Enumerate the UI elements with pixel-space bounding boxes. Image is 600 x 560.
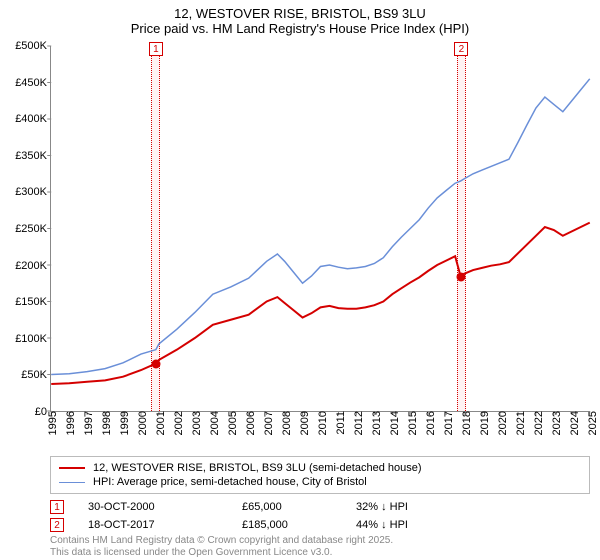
y-tick-label: £50K xyxy=(21,369,51,381)
sale-row-delta: 32% ↓ HPI xyxy=(356,501,408,513)
x-tick-label: 2012 xyxy=(349,411,365,435)
x-tick-label: 2022 xyxy=(529,411,545,435)
chart-legend: 12, WESTOVER RISE, BRISTOL, BS9 3LU (sem… xyxy=(50,456,590,494)
x-tick-label: 2010 xyxy=(313,411,329,435)
chart-plot-area: £0£50K£100K£150K£200K£250K£300K£350K£400… xyxy=(50,46,590,412)
legend-swatch xyxy=(59,482,85,483)
x-tick-label: 2017 xyxy=(439,411,455,435)
x-tick-label: 1998 xyxy=(97,411,113,435)
x-tick-label: 2014 xyxy=(385,411,401,435)
x-tick-label: 2009 xyxy=(295,411,311,435)
x-tick-label: 2002 xyxy=(169,411,185,435)
title-subtitle: Price paid vs. HM Land Registry's House … xyxy=(0,21,600,36)
y-tick-label: £250K xyxy=(15,223,51,235)
footer-copyright: Contains HM Land Registry data © Crown c… xyxy=(50,535,393,547)
y-tick-label: £300K xyxy=(15,186,51,198)
sale-row: 1 30-OCT-2000 £65,000 32% ↓ HPI xyxy=(50,498,590,516)
series-price_paid xyxy=(51,223,590,384)
y-tick-label: £200K xyxy=(15,260,51,272)
x-tick-label: 1999 xyxy=(115,411,131,435)
x-tick-label: 2019 xyxy=(475,411,491,435)
chart-footer: Contains HM Land Registry data © Crown c… xyxy=(50,535,393,558)
x-tick-label: 1996 xyxy=(61,411,77,435)
sale-row-price: £185,000 xyxy=(242,519,332,531)
title-address: 12, WESTOVER RISE, BRISTOL, BS9 3LU xyxy=(0,6,600,21)
x-tick-label: 2005 xyxy=(223,411,239,435)
legend-swatch xyxy=(59,467,85,469)
sale-marker-dot xyxy=(151,360,160,369)
sale-marker-number: 2 xyxy=(454,42,468,56)
legend-label: HPI: Average price, semi-detached house,… xyxy=(93,476,367,488)
x-tick-label: 2015 xyxy=(403,411,419,435)
sale-row-date: 30-OCT-2000 xyxy=(88,501,218,513)
sale-marker-dot xyxy=(457,272,466,281)
x-tick-label: 2006 xyxy=(241,411,257,435)
chart-lines-svg xyxy=(51,46,590,411)
x-tick-label: 2021 xyxy=(511,411,527,435)
sale-row-date: 18-OCT-2017 xyxy=(88,519,218,531)
sale-row-price: £65,000 xyxy=(242,501,332,513)
x-tick-label: 2020 xyxy=(493,411,509,435)
legend-item: HPI: Average price, semi-detached house,… xyxy=(59,475,581,489)
y-tick-label: £450K xyxy=(15,77,51,89)
y-tick-label: £150K xyxy=(15,296,51,308)
footer-licence: This data is licensed under the Open Gov… xyxy=(50,547,393,559)
x-tick-label: 2023 xyxy=(547,411,563,435)
y-tick-label: £500K xyxy=(15,40,51,52)
y-tick-label: £100K xyxy=(15,333,51,345)
chart-title: 12, WESTOVER RISE, BRISTOL, BS9 3LU Pric… xyxy=(0,0,600,38)
series-hpi xyxy=(51,79,590,375)
sales-table: 1 30-OCT-2000 £65,000 32% ↓ HPI 2 18-OCT-2017… xyxy=(50,498,590,534)
legend-item: 12, WESTOVER RISE, BRISTOL, BS9 3LU (sem… xyxy=(59,461,581,475)
x-tick-label: 2004 xyxy=(205,411,221,435)
sale-row: 2 18-OCT-2017 £185,000 44% ↓ HPI xyxy=(50,516,590,534)
x-tick-label: 2011 xyxy=(331,411,347,435)
y-tick-label: £400K xyxy=(15,113,51,125)
x-tick-label: 2007 xyxy=(259,411,275,435)
sale-marker-number: 1 xyxy=(149,42,163,56)
x-tick-label: 2018 xyxy=(457,411,473,435)
x-tick-label: 2000 xyxy=(133,411,149,435)
x-tick-label: 1995 xyxy=(43,411,59,435)
sale-row-delta: 44% ↓ HPI xyxy=(356,519,408,531)
sale-row-number: 1 xyxy=(50,500,64,514)
x-tick-label: 2025 xyxy=(583,411,599,435)
y-tick-label: £350K xyxy=(15,150,51,162)
sale-row-number: 2 xyxy=(50,518,64,532)
x-tick-label: 2008 xyxy=(277,411,293,435)
legend-label: 12, WESTOVER RISE, BRISTOL, BS9 3LU (sem… xyxy=(93,462,422,474)
x-tick-label: 2013 xyxy=(367,411,383,435)
x-tick-label: 2016 xyxy=(421,411,437,435)
x-tick-label: 1997 xyxy=(79,411,95,435)
x-tick-label: 2001 xyxy=(151,411,167,435)
x-tick-label: 2003 xyxy=(187,411,203,435)
x-tick-label: 2024 xyxy=(565,411,581,435)
